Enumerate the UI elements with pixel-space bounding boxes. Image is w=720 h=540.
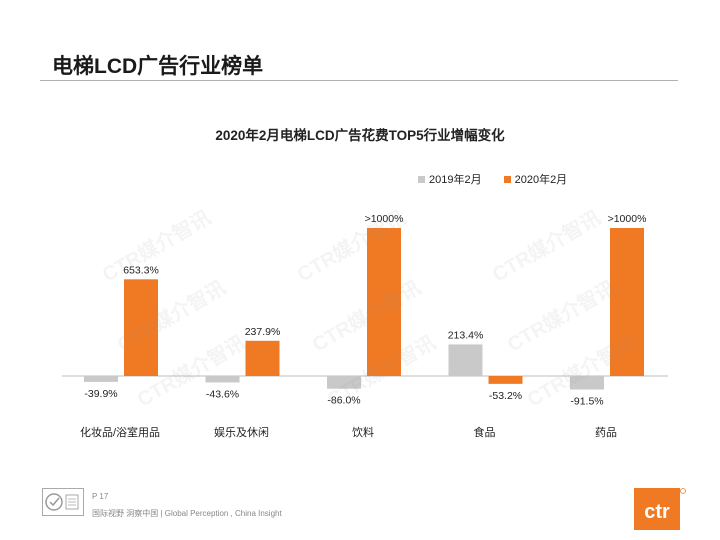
data-label-2020-4: >1000% (608, 213, 647, 225)
data-label-2020-2: >1000% (365, 213, 404, 225)
bar-2019-0 (84, 376, 118, 382)
legend-label-2020: 2020年2月 (514, 174, 568, 186)
bar-2019-3 (448, 344, 483, 376)
chart-legend: 2019年2月 2020年2月 (418, 171, 567, 187)
legend-item-2020: 2020年2月 (503, 171, 568, 187)
data-label-2020-3: -53.2% (489, 390, 522, 402)
data-label-2020-0: 653.3% (123, 264, 159, 276)
legend-label-2019: 2019年2月 (429, 174, 482, 186)
chart-title: 2020年2月电梯LCD广告花费TOP5行业增幅变化 (215, 128, 505, 143)
legend-swatch-2019 (418, 175, 425, 183)
category-label-2: 饮料 (352, 425, 374, 439)
bar-2020-2 (367, 228, 401, 376)
category-label-3: 食品 (474, 425, 496, 439)
bar-2019-1 (205, 376, 240, 383)
ctr-logo-text: ctr (644, 501, 670, 523)
bar-2020-4 (610, 228, 644, 376)
ctr-logo-icon: ctr (634, 488, 686, 530)
footer-tagline: 国际视野 洞察中国 | Global Perception , China In… (92, 509, 282, 518)
page-number: P 17 (92, 492, 109, 501)
data-label-2019-1: -43.6% (206, 388, 239, 400)
bar-2019-2 (327, 376, 361, 389)
data-label-2019-2: -86.0% (327, 395, 360, 407)
slide-title: 电梯LCD广告行业榜单 (52, 55, 264, 78)
data-label-2019-0: -39.9% (84, 388, 117, 400)
title-divider (40, 80, 678, 81)
data-label-2019-4: -91.5% (570, 396, 603, 408)
data-label-2019-3: 213.4% (448, 329, 484, 341)
bar-2020-0 (124, 279, 158, 376)
legend-item-2019: 2019年2月 (418, 171, 482, 187)
category-label-4: 药品 (595, 426, 617, 439)
category-label-1: 娱乐及休闲 (214, 425, 269, 439)
data-label-2020-1: 237.9% (245, 326, 281, 338)
legend-swatch-2020 (503, 175, 511, 183)
certification-logo-icon (42, 488, 84, 516)
bar-2019-4 (570, 376, 604, 390)
bar-2020-1 (245, 340, 280, 376)
bar-2020-3 (488, 376, 523, 384)
category-label-0: 化妆品/浴室用品 (80, 425, 160, 439)
